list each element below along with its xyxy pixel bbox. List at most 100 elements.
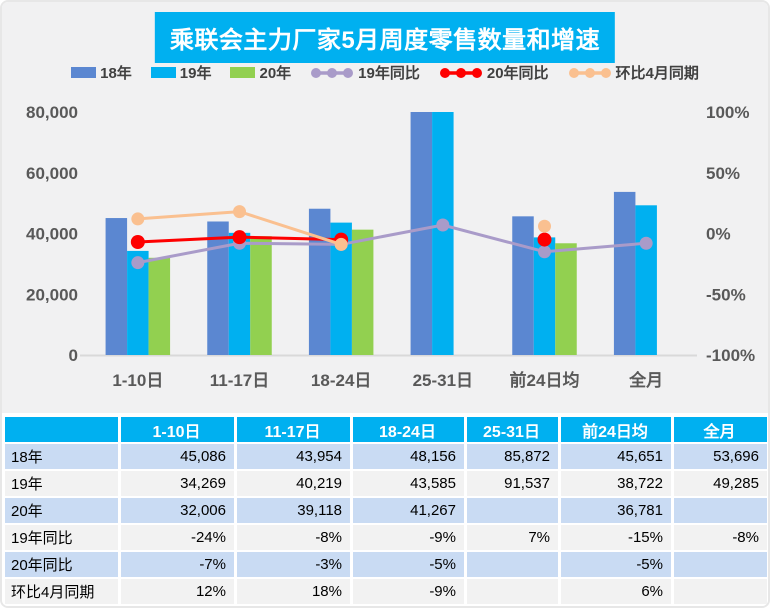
- cell-18年-18-24日: 48,156: [353, 444, 464, 469]
- cell-20年-11-17日: 39,118: [237, 498, 350, 523]
- x-axis-label: 1-10日: [112, 371, 163, 390]
- table-header-row: 1-10日 11-17日 18-24日 25-31日 前24日均 全月: [5, 417, 767, 442]
- legend-item-4: 19年同比: [310, 62, 420, 83]
- bar-18年-18-24日: [308, 208, 331, 355]
- table-header-cell-6: 全月: [674, 417, 767, 442]
- point-19年同比-25-31日: [436, 218, 450, 232]
- point-20年同比-1-10日: [130, 235, 145, 250]
- legend-label: 环比4月同期: [615, 65, 699, 82]
- table-row-19年同比: 19年同比 -24% -8% -9% 7% -15% -8%: [5, 525, 767, 550]
- bar-19年-1-10日: [127, 250, 149, 355]
- cell-环比4月同期-全月: [674, 579, 767, 604]
- y-axis-right-tick: -100%: [706, 346, 755, 365]
- y-axis-right-tick: 0%: [706, 225, 731, 244]
- bar-19年-18-24日: [330, 222, 352, 355]
- row-label: 20年同比: [5, 552, 118, 577]
- legend-bar-swatch: [230, 67, 256, 78]
- table-area: 1-10日 11-17日 18-24日 25-31日 前24日均 全月 18年 45,086 4…: [2, 413, 768, 606]
- data-table: 1-10日 11-17日 18-24日 25-31日 前24日均 全月 18年 45,086 4…: [2, 415, 768, 606]
- row-label: 19年同比: [5, 525, 118, 550]
- cell-20年同比-全月: [674, 552, 767, 577]
- legend-label: 18年: [100, 65, 132, 82]
- y-axis-right-tick: 100%: [706, 103, 749, 122]
- bar-20年-11-17日: [250, 236, 272, 355]
- table-row-18年: 18年 45,086 43,954 48,156 85,872 45,651 53,696: [5, 444, 767, 469]
- legend-bar-swatch: [150, 67, 176, 78]
- point-环比4月同期-18-24日: [334, 237, 348, 251]
- y-axis-left-tick: 80,000: [26, 103, 78, 122]
- bar-19年-25-31日: [432, 112, 454, 355]
- cell-19年同比-全月: -8%: [674, 525, 767, 550]
- legend-item-6: 环比4月同期: [568, 62, 699, 83]
- point-20年同比-前24日均: [537, 232, 552, 247]
- bar-20年-1-10日: [148, 257, 171, 355]
- cell-18年-25-31日: 85,872: [467, 444, 558, 469]
- bar-18年-11-17日: [207, 221, 229, 355]
- cell-18年-全月: 53,696: [674, 444, 767, 469]
- cell-环比4月同期-1-10日: 12%: [121, 579, 234, 604]
- cell-20年同比-1-10日: -7%: [121, 552, 234, 577]
- legend-label: 20年同比: [486, 65, 549, 82]
- chart-legend: 18年 19年 20年 19年同比 20年同比 环比4月同期: [2, 62, 768, 83]
- table-row-19年: 19年 34,269 40,219 43,585 91,537 38,722 49,285: [5, 471, 767, 496]
- table-header-cell-5: 前24日均: [561, 417, 671, 442]
- legend-label: 20年: [259, 65, 292, 82]
- legend-label: 19年: [179, 65, 212, 82]
- bar-19年-全月: [635, 205, 657, 355]
- cell-20年同比-25-31日: [467, 552, 558, 577]
- cell-20年-25-31日: [467, 498, 558, 523]
- row-label: 19年: [5, 471, 118, 496]
- table-header-cell-3: 18-24日: [353, 417, 464, 442]
- legend-line-swatch: [439, 67, 482, 78]
- legend-item-2: 19年: [150, 62, 212, 83]
- y-axis-right-tick: -50%: [706, 285, 746, 304]
- cell-19年同比-18-24日: -9%: [353, 525, 464, 550]
- cell-19年同比-25-31日: 7%: [467, 525, 558, 550]
- bar-18年-25-31日: [410, 112, 433, 355]
- cell-20年同比-18-24日: -5%: [353, 552, 464, 577]
- cell-环比4月同期-25-31日: [467, 579, 558, 604]
- cell-20年-前24日均: 36,781: [561, 498, 671, 523]
- cell-20年-18-24日: 41,267: [353, 498, 464, 523]
- chart-area: 乘联会主力厂家5月周度零售数量和增速 18年 19年 20年 19年同比 20年同比 环比…: [2, 2, 768, 413]
- cell-19年-1-10日: 34,269: [121, 471, 234, 496]
- x-axis-label: 全月: [628, 370, 663, 390]
- cell-19年同比-1-10日: -24%: [121, 525, 234, 550]
- y-axis-left-tick: 20,000: [26, 285, 78, 304]
- legend-item-1: 18年: [71, 62, 132, 83]
- cell-19年-全月: 49,285: [674, 471, 767, 496]
- cell-19年-11-17日: 40,219: [237, 471, 350, 496]
- cell-环比4月同期-18-24日: -9%: [353, 579, 464, 604]
- point-19年同比-全月: [639, 236, 653, 250]
- table-row-环比4月同期: 环比4月同期 12% 18% -9% 6%: [5, 579, 767, 604]
- x-axis-label: 25-31日: [413, 371, 473, 390]
- point-19年同比-前24日均: [538, 245, 551, 259]
- cell-环比4月同期-前24日均: 6%: [561, 579, 671, 604]
- cell-20年-全月: [674, 498, 767, 523]
- legend-bar-swatch: [71, 67, 97, 78]
- legend-item-5: 20年同比: [439, 62, 549, 83]
- row-label: 环比4月同期: [5, 579, 118, 604]
- point-环比4月同期-1-10日: [131, 212, 145, 226]
- y-axis-left-tick: 40,000: [26, 225, 78, 244]
- cell-19年同比-11-17日: -8%: [237, 525, 350, 550]
- cell-19年-18-24日: 43,585: [353, 471, 464, 496]
- y-axis-left-tick: 0: [69, 346, 78, 365]
- row-label: 18年: [5, 444, 118, 469]
- bar-20年-前24日均: [555, 243, 577, 355]
- legend-label: 19年同比: [358, 65, 420, 82]
- legend-item-3: 20年: [230, 62, 291, 83]
- cell-19年-前24日均: 38,722: [561, 471, 671, 496]
- y-axis-right-tick: 50%: [706, 164, 740, 183]
- point-20年同比-11-17日: [232, 230, 247, 245]
- bar-19年-前24日均: [533, 237, 556, 355]
- cell-18年-1-10日: 45,086: [121, 444, 234, 469]
- bar-20年-18-24日: [351, 229, 374, 355]
- cell-19年同比-前24日均: -15%: [561, 525, 671, 550]
- legend-line-swatch: [568, 67, 611, 78]
- cell-20年同比-11-17日: -3%: [237, 552, 350, 577]
- x-axis-label: 前24日均: [510, 370, 580, 390]
- point-环比4月同期-前24日均: [538, 219, 551, 233]
- bar-18年-全月: [613, 191, 636, 355]
